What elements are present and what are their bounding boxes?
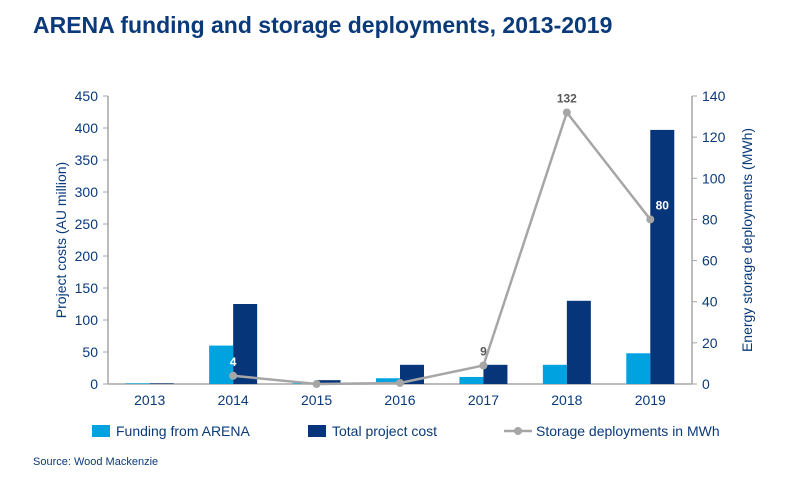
- data-label: 132: [557, 91, 577, 105]
- data-label: 9: [480, 344, 487, 358]
- right-tick-label: 20: [702, 335, 718, 351]
- left-tick-label: 450: [75, 88, 99, 104]
- bar-total-project-cost: [483, 364, 508, 384]
- right-tick-label: 40: [702, 294, 718, 310]
- right-tick-label: 140: [702, 88, 726, 104]
- legend-label-total: Total project cost: [332, 423, 437, 439]
- x-tick-label: 2014: [218, 392, 249, 408]
- data-label: 4: [230, 355, 237, 369]
- bar-total-project-cost: [650, 129, 675, 384]
- legend-label-storage: Storage deployments in MWh: [536, 423, 720, 439]
- left-tick-label: 50: [82, 344, 98, 360]
- bar-total-project-cost: [566, 300, 591, 384]
- left-tick-label: 250: [75, 216, 99, 232]
- left-tick-label: 100: [75, 312, 99, 328]
- bar-total-project-cost: [233, 304, 258, 384]
- left-tick-label: 200: [75, 248, 99, 264]
- x-tick-label: 2019: [635, 392, 666, 408]
- x-tick-label: 2015: [301, 392, 332, 408]
- right-axis-title: Energy storage deployments (MWh): [739, 128, 755, 352]
- bar-funding-from-arena: [125, 383, 150, 384]
- data-label: 80: [656, 198, 670, 212]
- line-point: [312, 380, 321, 388]
- bar-total-project-cost: [316, 380, 341, 384]
- left-tick-label: 150: [75, 280, 99, 296]
- left-tick-label: 350: [75, 152, 99, 168]
- line-point: [396, 378, 404, 387]
- legend-label-funding: Funding from ARENA: [116, 423, 250, 439]
- bar-funding-from-arena: [209, 345, 234, 384]
- legend-swatch-total: [308, 425, 326, 437]
- x-tick-label: 2017: [468, 392, 499, 408]
- line-point: [646, 215, 655, 224]
- chart-title: ARENA funding and storage deployments, 2…: [33, 12, 613, 38]
- left-tick-label: 300: [75, 184, 99, 200]
- legend-swatch-marker: [514, 427, 522, 435]
- right-tick-label: 100: [702, 170, 726, 186]
- right-tick-label: 0: [702, 376, 710, 392]
- right-tick-label: 120: [702, 129, 726, 145]
- left-tick-label: 400: [75, 120, 99, 136]
- right-tick-label: 80: [702, 211, 718, 227]
- line-point: [229, 371, 238, 380]
- line-storage-deployments: [233, 109, 652, 386]
- legend-swatch-funding: [92, 425, 110, 437]
- bar-funding-from-arena: [542, 364, 567, 384]
- left-tick-label: 0: [90, 376, 98, 392]
- bar-total-project-cost: [149, 383, 174, 384]
- x-tick-label: 2013: [134, 392, 165, 408]
- line-point: [479, 361, 488, 370]
- right-tick-label: 60: [702, 253, 718, 269]
- bar-funding-from-arena: [626, 353, 651, 384]
- line-point: [562, 108, 571, 117]
- left-axis-title: Project costs (AU million): [53, 162, 69, 318]
- source-note: Source: Wood Mackenzie: [33, 456, 159, 468]
- x-tick-label: 2018: [551, 392, 582, 408]
- x-tick-label: 2016: [384, 392, 415, 408]
- bar-funding-from-arena: [376, 378, 400, 384]
- bar-funding-from-arena: [459, 376, 484, 384]
